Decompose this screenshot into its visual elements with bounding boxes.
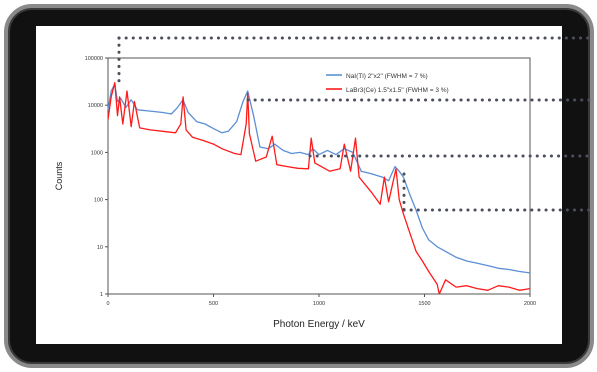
x-axis-label: Photon Energy / keV: [273, 319, 365, 330]
series-layer: [107, 82, 531, 295]
series-line-nai: [107, 83, 531, 274]
y-tick-label: 1000: [91, 150, 103, 156]
x-tick-label: 500: [209, 301, 218, 307]
y-tick-label: 100: [94, 198, 103, 204]
x-tick-label: 0: [106, 301, 109, 307]
axis-ticks: 1 10 100 1000 10000 100000 0 500 1000 1500 2000: [85, 56, 536, 307]
y-tick-label: 1: [100, 292, 103, 298]
x-tick-label: 1000: [313, 301, 325, 307]
series-line-labr: [107, 82, 531, 295]
legend-label-labr: LaBr3(Ce) 1.5"x1.5" (FWHM = 3 %): [346, 87, 449, 94]
legend-label-nai: NaI(Tl) 2"x2" (FWHM = 7 %): [346, 73, 428, 80]
callout-lines: [117, 36, 594, 212]
legend: NaI(Tl) 2"x2" (FWHM = 7 %) LaBr3(Ce) 1.5…: [326, 73, 449, 94]
x-tick-label: 1500: [418, 301, 430, 307]
tablet-screen: [36, 26, 562, 344]
y-tick-label: 10000: [88, 103, 103, 109]
y-tick-label: 100000: [85, 56, 103, 62]
y-axis-label: Counts: [54, 161, 64, 190]
x-tick-label: 2000: [524, 301, 536, 307]
y-tick-label: 10: [97, 245, 103, 251]
